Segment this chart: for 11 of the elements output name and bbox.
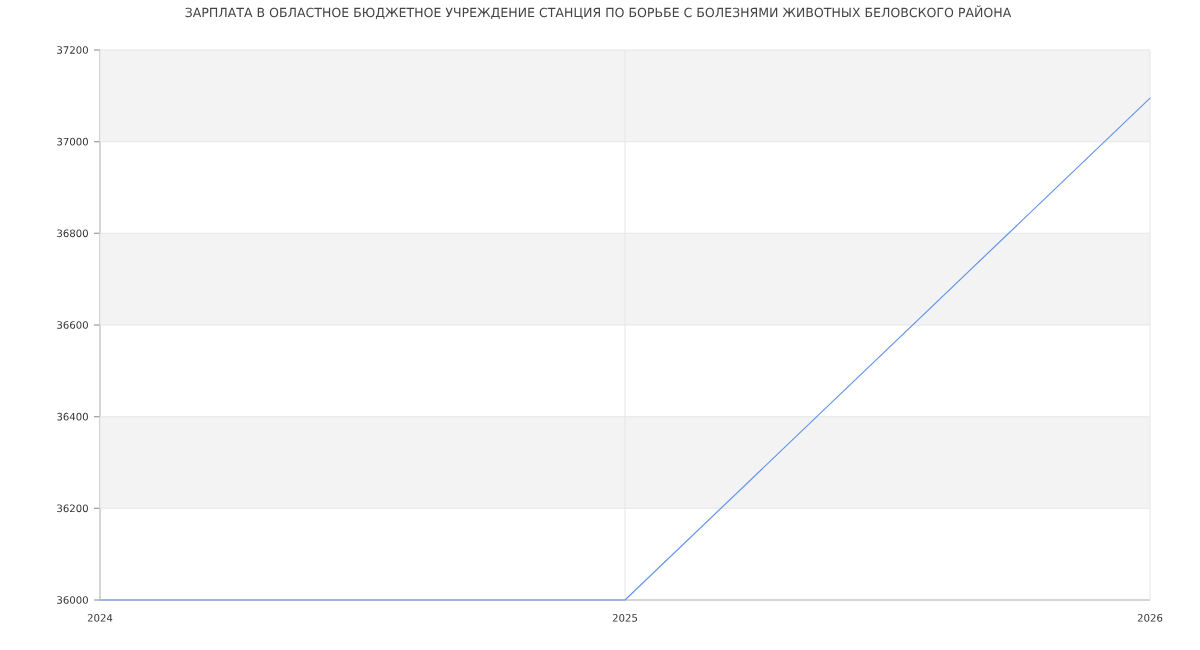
- y-tick-label: 36600: [57, 321, 88, 329]
- y-tick-label: 37200: [57, 46, 88, 54]
- y-tick-label: 36800: [57, 229, 88, 238]
- y-tick-label: 36000: [57, 596, 88, 604]
- chart-title: ЗАРПЛАТА В ОБЛАСТНОЕ БЮДЖЕТНОЕ УЧРЕЖДЕНИЕ СТАНЦИЯ ПО БОРЬБЕ С БОЛЕЗНЯМИ ЖИВОТНЫХ БЕЛОВСКОГО РАЙОНА: [185, 5, 1012, 19]
- x-tick-label: 2026: [1137, 614, 1163, 622]
- y-tick-label: 37000: [57, 137, 88, 146]
- y-tick-label: 36400: [57, 412, 88, 421]
- x-tick-label: 2024: [87, 614, 113, 622]
- x-tick-label: 2025: [612, 614, 638, 622]
- y-tick-label: 36200: [57, 504, 88, 513]
